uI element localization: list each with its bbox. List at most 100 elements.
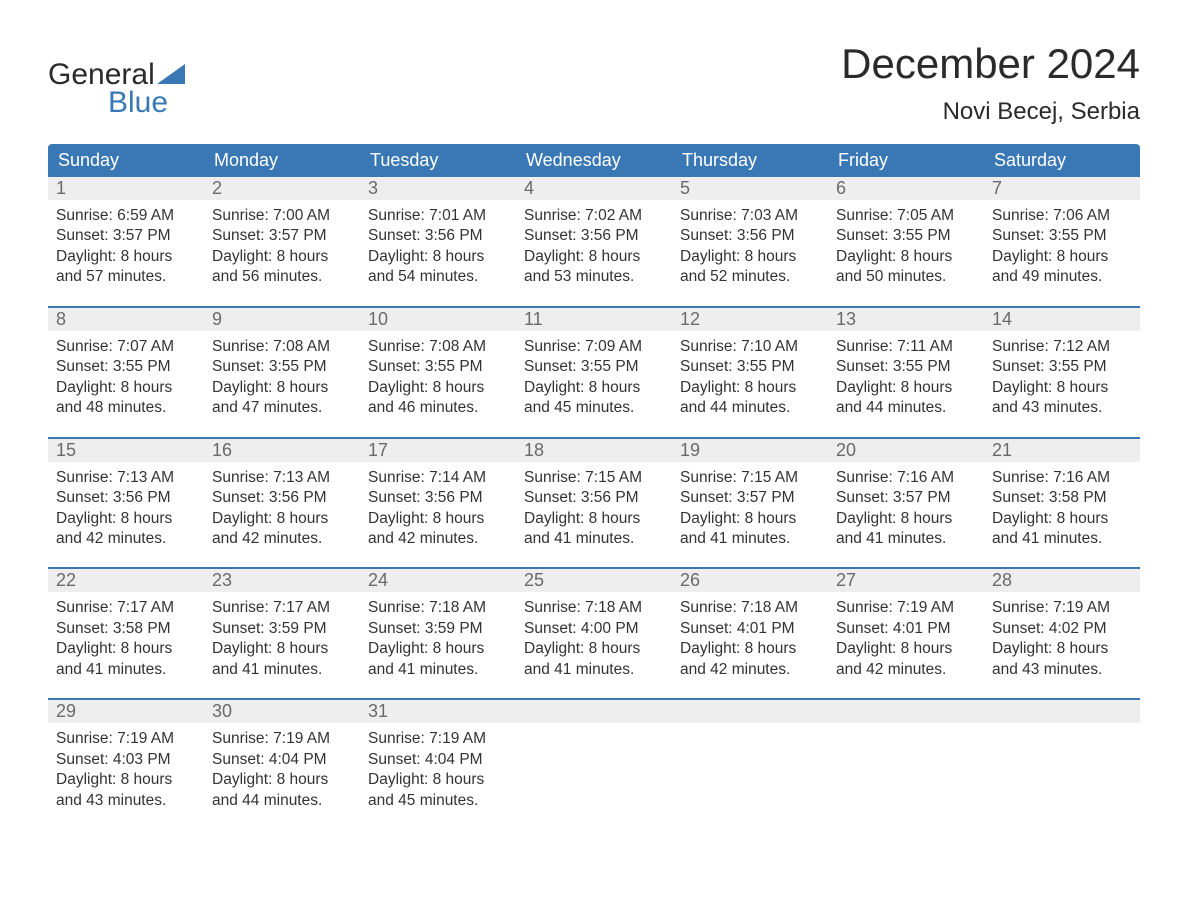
sunset-line: Sunset: 3:59 PM (212, 619, 352, 639)
calendar-day: 6Sunrise: 7:05 AMSunset: 3:55 PMDaylight… (828, 177, 984, 292)
sunrise-line: Sunrise: 7:10 AM (680, 337, 820, 357)
day-details: Sunrise: 7:13 AMSunset: 3:56 PMDaylight:… (204, 462, 360, 554)
day-number: 25 (516, 569, 672, 592)
sunset-line: Sunset: 4:01 PM (836, 619, 976, 639)
sunrise-line: Sunrise: 7:15 AM (524, 468, 664, 488)
calendar-week: 8Sunrise: 7:07 AMSunset: 3:55 PMDaylight… (48, 306, 1140, 423)
calendar-day: 18Sunrise: 7:15 AMSunset: 3:56 PMDayligh… (516, 439, 672, 554)
calendar-day: 1Sunrise: 6:59 AMSunset: 3:57 PMDaylight… (48, 177, 204, 292)
day-details: Sunrise: 7:03 AMSunset: 3:56 PMDaylight:… (672, 200, 828, 292)
calendar-day: 10Sunrise: 7:08 AMSunset: 3:55 PMDayligh… (360, 308, 516, 423)
calendar-week: 1Sunrise: 6:59 AMSunset: 3:57 PMDaylight… (48, 177, 1140, 292)
sunset-line: Sunset: 4:04 PM (368, 750, 508, 770)
day-number-empty (672, 700, 828, 723)
sunrise-line: Sunrise: 7:08 AM (212, 337, 352, 357)
sunset-line: Sunset: 4:04 PM (212, 750, 352, 770)
day-number: 15 (48, 439, 204, 462)
day-details: Sunrise: 7:06 AMSunset: 3:55 PMDaylight:… (984, 200, 1140, 292)
day-details: Sunrise: 7:19 AMSunset: 4:04 PMDaylight:… (360, 723, 516, 815)
sunrise-line: Sunrise: 7:06 AM (992, 206, 1132, 226)
sunrise-line: Sunrise: 7:19 AM (836, 598, 976, 618)
sunset-line: Sunset: 4:03 PM (56, 750, 196, 770)
day-number: 2 (204, 177, 360, 200)
day-number: 5 (672, 177, 828, 200)
weekday-header: Wednesday (516, 144, 672, 177)
day-number: 20 (828, 439, 984, 462)
daylight-line: Daylight: 8 hours and 45 minutes. (368, 770, 508, 811)
sunset-line: Sunset: 3:55 PM (524, 357, 664, 377)
sunset-line: Sunset: 3:55 PM (212, 357, 352, 377)
day-number: 11 (516, 308, 672, 331)
day-number-empty (984, 700, 1140, 723)
sunrise-line: Sunrise: 7:15 AM (680, 468, 820, 488)
sunrise-line: Sunrise: 6:59 AM (56, 206, 196, 226)
sunset-line: Sunset: 3:56 PM (212, 488, 352, 508)
day-number: 19 (672, 439, 828, 462)
calendar-day: 31Sunrise: 7:19 AMSunset: 4:04 PMDayligh… (360, 700, 516, 815)
sunrise-line: Sunrise: 7:09 AM (524, 337, 664, 357)
daylight-line: Daylight: 8 hours and 42 minutes. (56, 509, 196, 550)
day-number-empty (516, 700, 672, 723)
daylight-line: Daylight: 8 hours and 43 minutes. (992, 639, 1132, 680)
sunset-line: Sunset: 3:57 PM (212, 226, 352, 246)
day-number: 9 (204, 308, 360, 331)
calendar-day: 15Sunrise: 7:13 AMSunset: 3:56 PMDayligh… (48, 439, 204, 554)
calendar-day: 7Sunrise: 7:06 AMSunset: 3:55 PMDaylight… (984, 177, 1140, 292)
daylight-line: Daylight: 8 hours and 46 minutes. (368, 378, 508, 419)
sunset-line: Sunset: 3:57 PM (56, 226, 196, 246)
day-number: 10 (360, 308, 516, 331)
day-details: Sunrise: 7:01 AMSunset: 3:56 PMDaylight:… (360, 200, 516, 292)
calendar-day: 28Sunrise: 7:19 AMSunset: 4:02 PMDayligh… (984, 569, 1140, 684)
daylight-line: Daylight: 8 hours and 43 minutes. (56, 770, 196, 811)
sunset-line: Sunset: 3:59 PM (368, 619, 508, 639)
sunrise-line: Sunrise: 7:03 AM (680, 206, 820, 226)
daylight-line: Daylight: 8 hours and 54 minutes. (368, 247, 508, 288)
daylight-line: Daylight: 8 hours and 56 minutes. (212, 247, 352, 288)
day-details: Sunrise: 7:08 AMSunset: 3:55 PMDaylight:… (204, 331, 360, 423)
daylight-line: Daylight: 8 hours and 42 minutes. (212, 509, 352, 550)
sunset-line: Sunset: 3:56 PM (524, 488, 664, 508)
day-details: Sunrise: 7:14 AMSunset: 3:56 PMDaylight:… (360, 462, 516, 554)
day-number: 17 (360, 439, 516, 462)
sunset-line: Sunset: 3:58 PM (56, 619, 196, 639)
sunrise-line: Sunrise: 7:14 AM (368, 468, 508, 488)
sunset-line: Sunset: 3:56 PM (680, 226, 820, 246)
daylight-line: Daylight: 8 hours and 44 minutes. (680, 378, 820, 419)
sunrise-line: Sunrise: 7:07 AM (56, 337, 196, 357)
day-details: Sunrise: 7:02 AMSunset: 3:56 PMDaylight:… (516, 200, 672, 292)
daylight-line: Daylight: 8 hours and 41 minutes. (524, 639, 664, 680)
sunset-line: Sunset: 3:55 PM (368, 357, 508, 377)
daylight-line: Daylight: 8 hours and 48 minutes. (56, 378, 196, 419)
day-number: 4 (516, 177, 672, 200)
day-number: 27 (828, 569, 984, 592)
day-number: 26 (672, 569, 828, 592)
daylight-line: Daylight: 8 hours and 45 minutes. (524, 378, 664, 419)
daylight-line: Daylight: 8 hours and 57 minutes. (56, 247, 196, 288)
daylight-line: Daylight: 8 hours and 50 minutes. (836, 247, 976, 288)
calendar-day: 26Sunrise: 7:18 AMSunset: 4:01 PMDayligh… (672, 569, 828, 684)
weekday-header: Friday (828, 144, 984, 177)
calendar-day: 11Sunrise: 7:09 AMSunset: 3:55 PMDayligh… (516, 308, 672, 423)
day-number: 7 (984, 177, 1140, 200)
day-number: 18 (516, 439, 672, 462)
daylight-line: Daylight: 8 hours and 49 minutes. (992, 247, 1132, 288)
weekday-header: Tuesday (360, 144, 516, 177)
location-text: Novi Becej, Serbia (841, 98, 1140, 126)
calendar-day: 24Sunrise: 7:18 AMSunset: 3:59 PMDayligh… (360, 569, 516, 684)
day-number: 30 (204, 700, 360, 723)
sunrise-line: Sunrise: 7:17 AM (212, 598, 352, 618)
day-number: 31 (360, 700, 516, 723)
day-details: Sunrise: 7:13 AMSunset: 3:56 PMDaylight:… (48, 462, 204, 554)
daylight-line: Daylight: 8 hours and 41 minutes. (836, 509, 976, 550)
day-details: Sunrise: 7:11 AMSunset: 3:55 PMDaylight:… (828, 331, 984, 423)
day-details: Sunrise: 7:09 AMSunset: 3:55 PMDaylight:… (516, 331, 672, 423)
sunrise-line: Sunrise: 7:01 AM (368, 206, 508, 226)
day-details: Sunrise: 7:18 AMSunset: 3:59 PMDaylight:… (360, 592, 516, 684)
weekday-header: Monday (204, 144, 360, 177)
brand-word-2: Blue (48, 88, 185, 118)
sunrise-line: Sunrise: 7:05 AM (836, 206, 976, 226)
day-details: Sunrise: 7:16 AMSunset: 3:58 PMDaylight:… (984, 462, 1140, 554)
calendar-day: 20Sunrise: 7:16 AMSunset: 3:57 PMDayligh… (828, 439, 984, 554)
day-details: Sunrise: 7:10 AMSunset: 3:55 PMDaylight:… (672, 331, 828, 423)
sunset-line: Sunset: 3:55 PM (56, 357, 196, 377)
